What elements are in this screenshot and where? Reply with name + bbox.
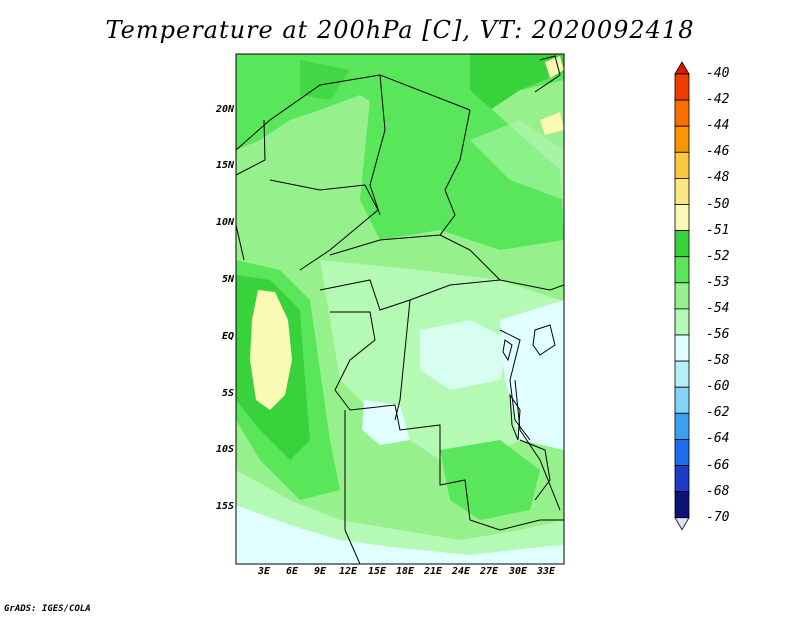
colorbar-level-label: -40	[706, 66, 730, 81]
colorbar-level-label: -46	[706, 144, 730, 160]
colorbar-segment	[674, 125, 690, 153]
colorbar-segment	[674, 73, 690, 101]
lon-label-21e: 21E	[423, 566, 443, 577]
colorbar-level-label: -62	[706, 405, 730, 421]
colorbar-segment	[674, 204, 690, 232]
lon-label-33e: 33E	[536, 566, 556, 577]
colorbar-segment	[674, 491, 690, 519]
country-borders	[236, 55, 564, 564]
colorbar-level-label: -51	[706, 222, 730, 238]
lon-label-3e: 3E	[257, 566, 271, 577]
lat-label-5n: 5N	[221, 274, 234, 285]
temperature-field	[236, 54, 564, 564]
lat-label-15n: 15N	[215, 160, 234, 171]
colorbar-segment	[674, 334, 690, 362]
lat-label-10n: 10N	[215, 217, 234, 228]
colorbar-segment	[674, 230, 690, 258]
map-title: Temperature at 200hPa [C], VT: 202009241…	[105, 16, 695, 44]
colorbar-segment	[674, 256, 690, 284]
lon-label-30e: 30E	[508, 566, 528, 577]
lon-label-24e: 24E	[451, 566, 471, 577]
colorbar	[674, 61, 690, 531]
lat-label-10s: 10S	[215, 444, 234, 455]
colorbar-top-arrow	[674, 61, 690, 75]
colorbar-segment	[674, 386, 690, 414]
colorbar-level-label: -60	[706, 379, 730, 395]
lon-label-18e: 18E	[395, 566, 415, 577]
lat-label-15s: 15S	[215, 501, 234, 512]
colorbar-segment	[674, 412, 690, 440]
colorbar-level-label: -66	[706, 457, 730, 473]
lat-label-20n: 20N	[215, 104, 234, 115]
colorbar-level-label: -42	[706, 92, 730, 108]
map-frame	[235, 53, 565, 565]
lat-label-eq: EQ	[221, 331, 234, 342]
lake-outlines	[502, 324, 556, 441]
colorbar-level-label: -54	[706, 300, 730, 316]
lon-label-15e: 15E	[367, 566, 387, 577]
lon-label-6e: 6E	[285, 566, 299, 577]
lon-label-9e: 9E	[313, 566, 327, 577]
credit-text: GrADS: IGES/COLA	[4, 604, 91, 614]
lat-label-5s: 5S	[221, 388, 234, 399]
colorbar-level-label: -48	[706, 170, 730, 186]
colorbar-level-label: -58	[706, 353, 730, 369]
colorbar-level-label: -52	[706, 248, 730, 264]
colorbar-bottom-arrow	[674, 517, 690, 531]
colorbar-segment	[674, 308, 690, 336]
colorbar-level-label: -50	[706, 196, 730, 212]
colorbar-segment	[674, 465, 690, 493]
colorbar-level-label: -44	[706, 118, 730, 134]
colorbar-level-label: -56	[706, 327, 730, 342]
colorbar-segment	[674, 177, 690, 205]
colorbar-level-label: -64	[706, 431, 730, 447]
colorbar-segment	[674, 99, 690, 127]
colorbar-segment	[674, 282, 690, 310]
colorbar-level-label: -70	[706, 509, 730, 525]
lon-label-27e: 27E	[479, 566, 499, 577]
colorbar-level-label: -53	[706, 274, 730, 290]
colorbar-level-label: -68	[706, 483, 730, 499]
colorbar-segment	[674, 360, 690, 388]
lon-label-12e: 12E	[338, 566, 358, 577]
colorbar-segment	[674, 151, 690, 179]
colorbar-segment	[674, 438, 690, 466]
